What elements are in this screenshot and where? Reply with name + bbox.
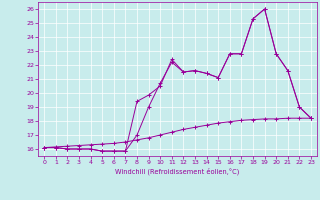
X-axis label: Windchill (Refroidissement éolien,°C): Windchill (Refroidissement éolien,°C) <box>116 168 240 175</box>
